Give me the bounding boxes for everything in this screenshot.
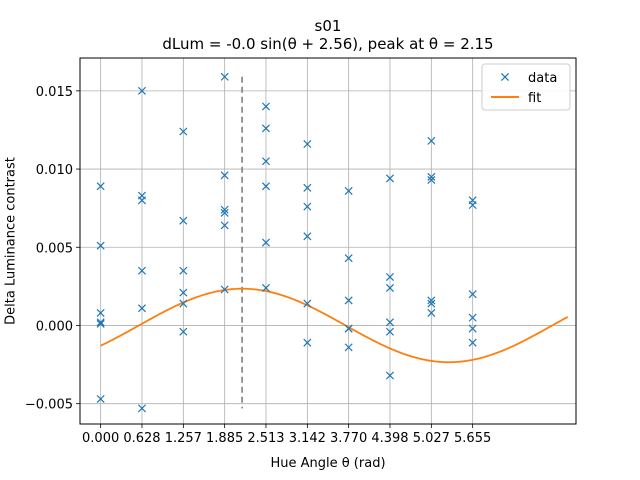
x-tick-label: 1.885 bbox=[206, 431, 243, 446]
data-point bbox=[385, 327, 394, 336]
data-point bbox=[179, 299, 188, 308]
data-point bbox=[427, 308, 436, 317]
data-point bbox=[179, 127, 188, 136]
x-tick-label: 0.000 bbox=[82, 431, 119, 446]
grid bbox=[80, 58, 576, 424]
data-point bbox=[137, 304, 146, 313]
data-point bbox=[220, 171, 229, 180]
data-point bbox=[96, 308, 105, 317]
y-tick-label: 0.005 bbox=[36, 241, 73, 256]
data-point bbox=[220, 221, 229, 230]
chart-title: s01 bbox=[315, 17, 342, 35]
data-point bbox=[303, 202, 312, 211]
data-point bbox=[427, 172, 436, 181]
y-axis-label: Delta Luminance contrast bbox=[4, 157, 19, 325]
data-point bbox=[96, 318, 105, 327]
legend-label-data: data bbox=[528, 71, 557, 86]
data-point bbox=[344, 296, 353, 305]
data-point bbox=[96, 319, 105, 328]
x-tick-label: 2.513 bbox=[247, 431, 284, 446]
data-point bbox=[261, 124, 270, 133]
data-point bbox=[468, 201, 477, 210]
ticks: 0.000 0.628 1.257 1.885 2.513 3.142 3.770 4.398… bbox=[25, 85, 491, 446]
data-point bbox=[385, 272, 394, 281]
data-point bbox=[261, 102, 270, 111]
x-tick-label: 4.398 bbox=[371, 431, 408, 446]
data-point bbox=[137, 266, 146, 275]
data-point bbox=[344, 186, 353, 195]
data-point bbox=[261, 182, 270, 191]
data-point bbox=[179, 216, 188, 225]
data-point bbox=[385, 318, 394, 327]
data-point bbox=[303, 299, 312, 308]
data-point bbox=[344, 254, 353, 263]
chart-subtitle: dLum = -0.0 sin(θ + 2.56), peak at θ = 2… bbox=[162, 35, 493, 53]
data-point bbox=[468, 290, 477, 299]
data-point bbox=[179, 327, 188, 336]
data-point bbox=[137, 404, 146, 413]
legend: data fit bbox=[481, 63, 571, 111]
data-point bbox=[179, 288, 188, 297]
data-point bbox=[220, 72, 229, 81]
data-point bbox=[96, 394, 105, 403]
data-point bbox=[303, 183, 312, 192]
data-point bbox=[303, 232, 312, 241]
fit-line bbox=[100, 287, 569, 364]
y-tick-label: 0.000 bbox=[36, 319, 73, 334]
data-point bbox=[385, 174, 394, 183]
plot-frame bbox=[79, 57, 577, 425]
data-point bbox=[427, 299, 436, 308]
x-tick-label: 5.027 bbox=[413, 431, 450, 446]
y-tick-label: 0.010 bbox=[36, 163, 73, 178]
data-point bbox=[303, 338, 312, 347]
x-tick-label: 1.257 bbox=[165, 431, 202, 446]
data-point bbox=[344, 324, 353, 333]
data-point bbox=[468, 313, 477, 322]
x-tick-label: 0.628 bbox=[123, 431, 160, 446]
data-point bbox=[344, 343, 353, 352]
data-point bbox=[261, 157, 270, 166]
data-point bbox=[468, 338, 477, 347]
y-tick-label: 0.015 bbox=[36, 85, 73, 100]
data-point bbox=[220, 208, 229, 217]
data-point bbox=[137, 196, 146, 205]
data-point bbox=[220, 205, 229, 214]
data-point bbox=[261, 283, 270, 292]
series bbox=[96, 72, 569, 413]
data-point bbox=[137, 86, 146, 95]
legend-label-fit: fit bbox=[528, 91, 541, 106]
data-point bbox=[303, 140, 312, 149]
data-point bbox=[96, 241, 105, 250]
data-point bbox=[261, 238, 270, 247]
x-axis-label: Hue Angle θ (rad) bbox=[270, 456, 385, 471]
data-point bbox=[385, 283, 394, 292]
data-point bbox=[220, 285, 229, 294]
data-point bbox=[468, 324, 477, 333]
x-tick-label: 3.770 bbox=[330, 431, 367, 446]
x-tick-label: 3.142 bbox=[289, 431, 326, 446]
data-point bbox=[427, 175, 436, 185]
legend-marker-data bbox=[500, 72, 510, 82]
data-point bbox=[96, 182, 105, 191]
x-tick-label: 5.655 bbox=[454, 431, 491, 446]
data-point bbox=[427, 296, 436, 305]
data-point bbox=[179, 266, 188, 275]
y-tick-label: −0.005 bbox=[25, 398, 73, 413]
data-point bbox=[427, 136, 436, 145]
data-point bbox=[385, 371, 394, 380]
